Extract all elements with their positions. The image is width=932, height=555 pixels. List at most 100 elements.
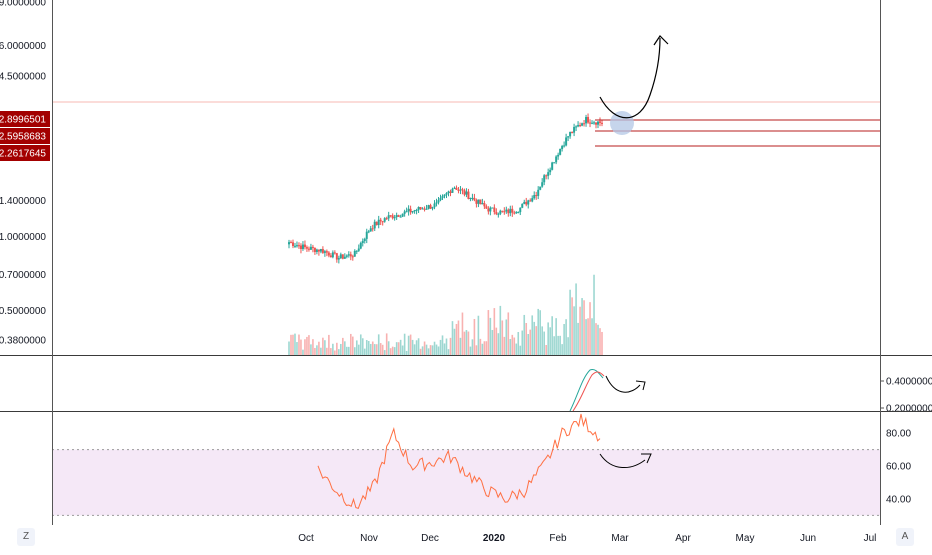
volume-bar <box>459 337 462 355</box>
volume-bar <box>409 334 412 355</box>
candle-body <box>417 207 420 211</box>
candle-body <box>521 203 524 208</box>
volume-bar <box>559 335 561 355</box>
volume-bar <box>302 349 304 355</box>
auto-button[interactable]: A <box>896 528 914 546</box>
candle-body <box>421 208 424 210</box>
volume-bar <box>445 338 448 355</box>
candle-body <box>393 217 396 219</box>
candle-body <box>545 175 548 177</box>
candle-body <box>435 202 438 204</box>
candle-body <box>569 132 572 137</box>
candle-body <box>391 215 394 219</box>
volume-bar <box>597 324 599 355</box>
volume-bar <box>375 344 378 355</box>
candle-body <box>465 191 468 195</box>
volume-bar <box>537 308 540 355</box>
candle-body <box>305 247 308 249</box>
candle-body <box>523 201 526 204</box>
time-axis-label: May <box>736 533 755 544</box>
candle-body <box>575 126 578 128</box>
volume-bar <box>373 344 376 355</box>
rsi-band <box>52 449 880 516</box>
volume-bar <box>290 334 292 355</box>
candle-body <box>313 247 316 252</box>
candle-body <box>459 189 462 191</box>
candle-body <box>589 122 592 124</box>
rsi-line <box>317 413 601 510</box>
candle-body <box>409 208 412 213</box>
candle-body <box>325 251 328 253</box>
candle-body <box>427 205 430 209</box>
arrow-head <box>653 35 669 46</box>
candle-body <box>533 195 536 199</box>
volume-bar <box>493 308 496 355</box>
candle-body <box>365 231 368 239</box>
volume-bar <box>379 343 382 355</box>
volume-bar <box>328 334 330 355</box>
candle-body <box>395 215 398 218</box>
volume-bar <box>419 348 422 355</box>
time-axis-label: Nov <box>360 533 378 544</box>
volume-bar <box>429 345 432 355</box>
candle-body <box>599 121 602 123</box>
volume-bar <box>351 336 354 355</box>
volume-bar <box>322 337 324 355</box>
candle-body <box>529 200 532 202</box>
volume-bar <box>342 337 344 355</box>
indicator-line-1 <box>569 369 604 412</box>
volume-bar <box>485 341 488 355</box>
indicator-arrow <box>605 375 641 393</box>
volume-bar <box>585 319 587 355</box>
volume-bar <box>447 349 450 355</box>
volume-bar <box>355 340 358 355</box>
volume-bar <box>391 346 394 355</box>
candle-body <box>431 207 434 209</box>
price-tick-label: 0.5000000 <box>0 306 46 317</box>
candle-body <box>553 162 556 164</box>
price-tag-label: 2.8996501 <box>0 115 46 126</box>
volume-bar <box>296 342 298 355</box>
candle-body <box>373 221 376 229</box>
volume-bar <box>425 344 428 355</box>
volume-bar <box>561 344 563 355</box>
volume-bar <box>583 300 585 355</box>
volume-bar <box>294 333 296 355</box>
candle-body <box>449 191 452 193</box>
volume-bar <box>292 334 294 355</box>
candle-body <box>433 203 436 208</box>
volume-bar <box>507 312 510 355</box>
candle-body <box>573 126 576 133</box>
rsi-tick-label: 80.00 <box>886 429 911 440</box>
candle-body <box>455 187 458 190</box>
candle-body <box>497 213 500 215</box>
candle-body <box>323 251 326 253</box>
volume-bar <box>415 340 418 355</box>
candle-body <box>457 189 460 191</box>
candle-body <box>399 216 402 218</box>
volume-bar <box>330 348 332 355</box>
volume-bar <box>577 322 579 355</box>
candle-body <box>341 254 344 259</box>
volume-bar <box>423 341 426 355</box>
volume-bar <box>531 315 534 355</box>
volume-bar <box>587 318 589 355</box>
volume-bar <box>453 328 456 355</box>
auto-scale-button[interactable]: Z <box>17 528 35 546</box>
user-drawings[interactable] <box>52 35 880 147</box>
volume-bar <box>304 339 306 355</box>
candle-body <box>463 190 466 195</box>
volume-bar <box>581 298 583 355</box>
volume-bar <box>288 341 290 355</box>
candle-body <box>331 252 334 258</box>
volume-bar <box>525 322 528 355</box>
volume-bar <box>511 334 514 355</box>
volume-bar <box>557 335 559 355</box>
candle-body <box>425 208 428 210</box>
volume-bar <box>495 327 498 355</box>
volume-bar <box>491 329 494 355</box>
candle-body <box>543 175 546 183</box>
volume-bar <box>589 302 591 355</box>
